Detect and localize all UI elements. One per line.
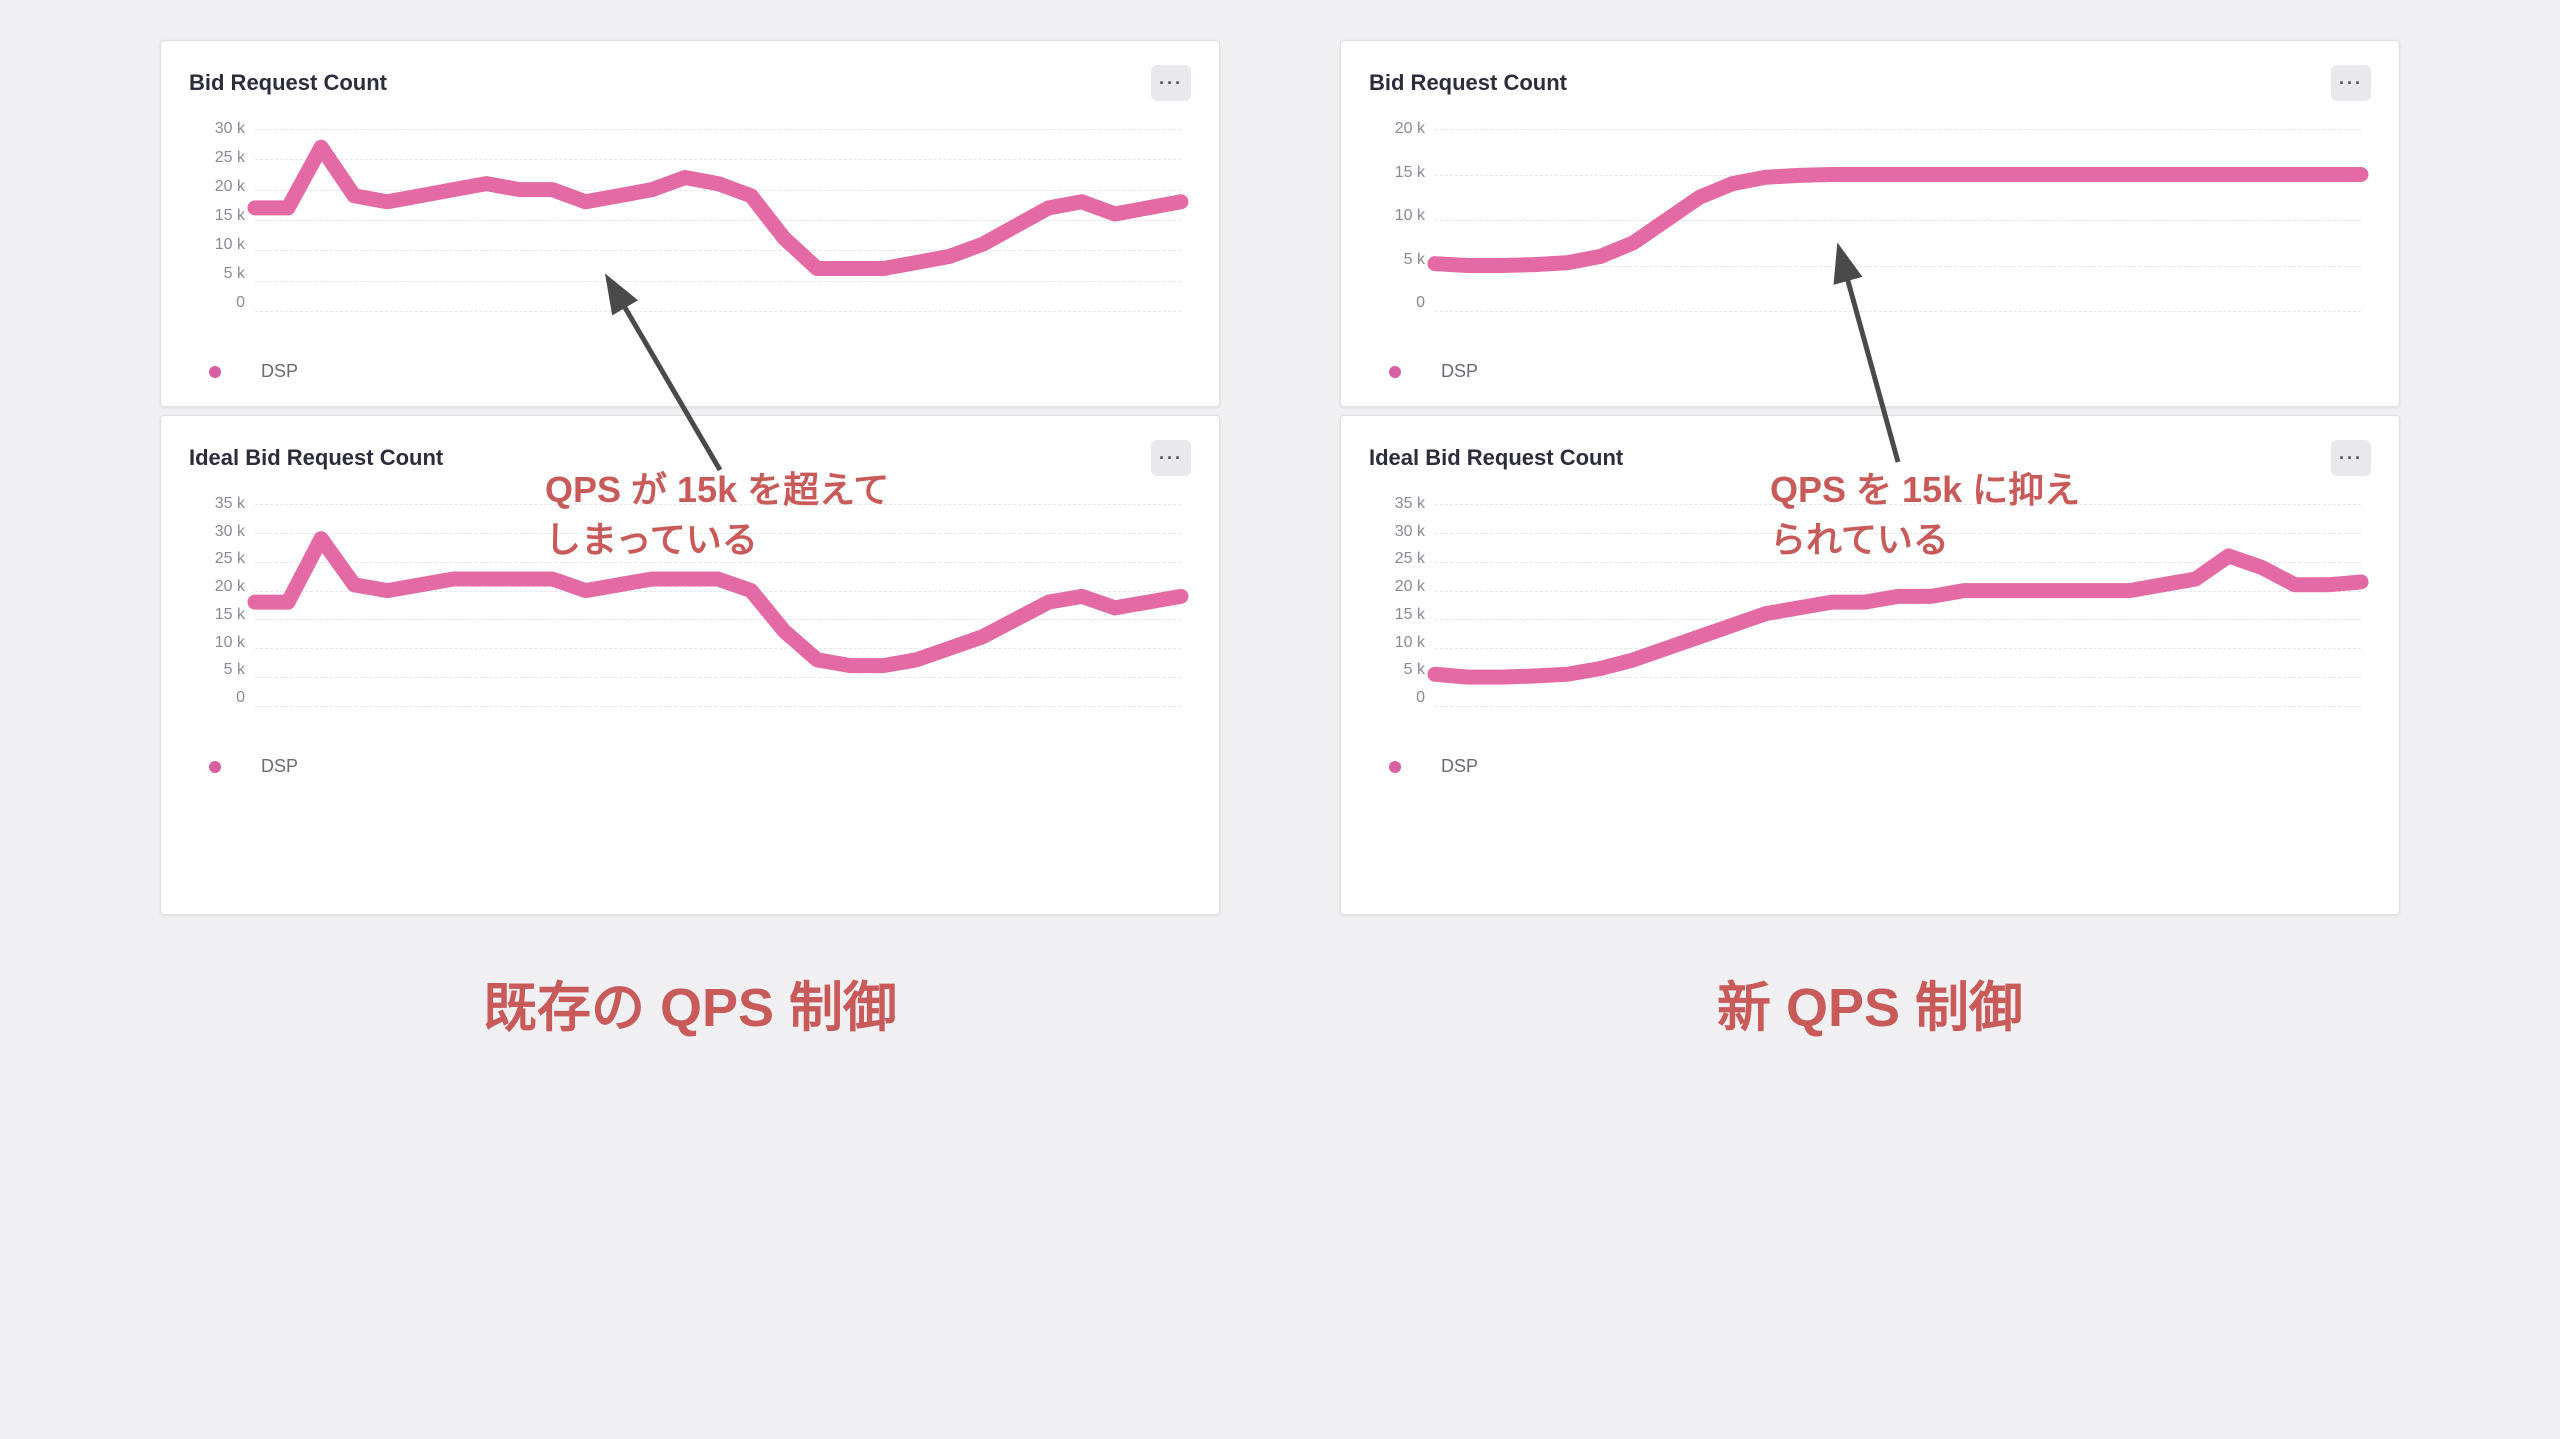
legend-label: DSP — [1441, 361, 1478, 382]
panel-header: Bid Request Count ··· — [189, 65, 1191, 101]
plot-area — [255, 129, 1181, 311]
legend: DSP — [1369, 756, 2371, 777]
legend: DSP — [1369, 361, 2371, 382]
panel-right-top: Bid Request Count ··· 20 k 15 k 10 k 5 k 0 D… — [1340, 40, 2400, 407]
chart-line-svg — [1435, 504, 2361, 706]
legend-dot — [1389, 366, 1401, 378]
panel-header: Ideal Bid Request Count ··· — [189, 440, 1191, 476]
column-footer-label: 新 QPS 制御 — [1340, 963, 2400, 1042]
y-tick-label: 10 k — [1377, 208, 1425, 224]
legend-label: DSP — [1441, 756, 1478, 777]
panel-title: Ideal Bid Request Count — [1369, 445, 1623, 471]
y-tick-label: 20 k — [1377, 121, 1425, 137]
dashboard-grid: Bid Request Count ··· 30 k 25 k 20 k 15 k 10… — [20, 20, 2540, 1062]
y-tick-label: 0 — [1377, 690, 1425, 706]
y-tick-label: 15 k — [197, 208, 245, 224]
chart-line-svg — [255, 129, 1181, 311]
y-tick-label: 0 — [197, 690, 245, 706]
chart-line-svg — [255, 504, 1181, 706]
series-line — [1435, 175, 2361, 266]
series-line — [1435, 556, 2361, 677]
y-tick-label: 30 k — [197, 524, 245, 540]
plot-area — [255, 504, 1181, 706]
y-tick-label: 5 k — [197, 266, 245, 282]
legend: DSP — [189, 361, 1191, 382]
y-tick-label: 10 k — [1377, 635, 1425, 651]
y-axis: 20 k 15 k 10 k 5 k 0 — [1377, 121, 1425, 311]
series-line — [255, 539, 1181, 666]
gridline — [255, 706, 1181, 707]
legend-dot — [209, 366, 221, 378]
chart-area: 35 k 30 k 25 k 20 k 15 k 10 k 5 k 0 — [1377, 496, 2371, 726]
series-line — [255, 147, 1181, 268]
chart-area: 20 k 15 k 10 k 5 k 0 — [1377, 121, 2371, 331]
legend-label: DSP — [261, 756, 298, 777]
plot-area — [1435, 504, 2361, 706]
y-axis: 35 k 30 k 25 k 20 k 15 k 10 k 5 k 0 — [1377, 496, 1425, 706]
chart-area: 30 k 25 k 20 k 15 k 10 k 5 k 0 — [197, 121, 1191, 331]
y-tick-label: 15 k — [1377, 607, 1425, 623]
panel-header: Bid Request Count ··· — [1369, 65, 2371, 101]
y-tick-label: 20 k — [197, 579, 245, 595]
panel-right-bottom: Ideal Bid Request Count ··· 35 k 30 k 25 k… — [1340, 415, 2400, 915]
y-tick-label: 25 k — [197, 551, 245, 567]
legend-dot — [1389, 761, 1401, 773]
panel-title: Ideal Bid Request Count — [189, 445, 443, 471]
y-tick-label: 10 k — [197, 635, 245, 651]
y-tick-label: 0 — [1377, 295, 1425, 311]
y-tick-label: 30 k — [1377, 524, 1425, 540]
y-tick-label: 20 k — [1377, 579, 1425, 595]
chart-line-svg — [1435, 129, 2361, 311]
y-tick-label: 10 k — [197, 237, 245, 253]
right-column: Bid Request Count ··· 20 k 15 k 10 k 5 k 0 D… — [1340, 40, 2400, 1042]
column-footer-label: 既存の QPS 制御 — [160, 963, 1220, 1042]
plot-area — [1435, 129, 2361, 311]
chart-area: 35 k 30 k 25 k 20 k 15 k 10 k 5 k 0 — [197, 496, 1191, 726]
y-tick-label: 35 k — [197, 496, 245, 512]
y-tick-label: 25 k — [197, 150, 245, 166]
more-menu-button[interactable]: ··· — [2331, 65, 2371, 101]
y-tick-label: 5 k — [197, 662, 245, 678]
panel-left-bottom: Ideal Bid Request Count ··· 35 k 30 k 25 k… — [160, 415, 1220, 915]
y-axis: 35 k 30 k 25 k 20 k 15 k 10 k 5 k 0 — [197, 496, 245, 706]
y-tick-label: 15 k — [197, 607, 245, 623]
y-tick-label: 20 k — [197, 179, 245, 195]
gridline — [255, 311, 1181, 312]
panel-title: Bid Request Count — [1369, 70, 1567, 96]
legend: DSP — [189, 756, 1191, 777]
gridline — [1435, 311, 2361, 312]
legend-dot — [209, 761, 221, 773]
left-column: Bid Request Count ··· 30 k 25 k 20 k 15 k 10… — [160, 40, 1220, 1042]
y-tick-label: 35 k — [1377, 496, 1425, 512]
panel-left-top: Bid Request Count ··· 30 k 25 k 20 k 15 k 10… — [160, 40, 1220, 407]
y-tick-label: 5 k — [1377, 662, 1425, 678]
y-tick-label: 0 — [197, 295, 245, 311]
y-tick-label: 5 k — [1377, 252, 1425, 268]
more-menu-button[interactable]: ··· — [2331, 440, 2371, 476]
legend-label: DSP — [261, 361, 298, 382]
panel-header: Ideal Bid Request Count ··· — [1369, 440, 2371, 476]
y-tick-label: 25 k — [1377, 551, 1425, 567]
gridline — [1435, 706, 2361, 707]
y-tick-label: 30 k — [197, 121, 245, 137]
y-tick-label: 15 k — [1377, 165, 1425, 181]
more-menu-button[interactable]: ··· — [1151, 440, 1191, 476]
y-axis: 30 k 25 k 20 k 15 k 10 k 5 k 0 — [197, 121, 245, 311]
more-menu-button[interactable]: ··· — [1151, 65, 1191, 101]
panel-title: Bid Request Count — [189, 70, 387, 96]
